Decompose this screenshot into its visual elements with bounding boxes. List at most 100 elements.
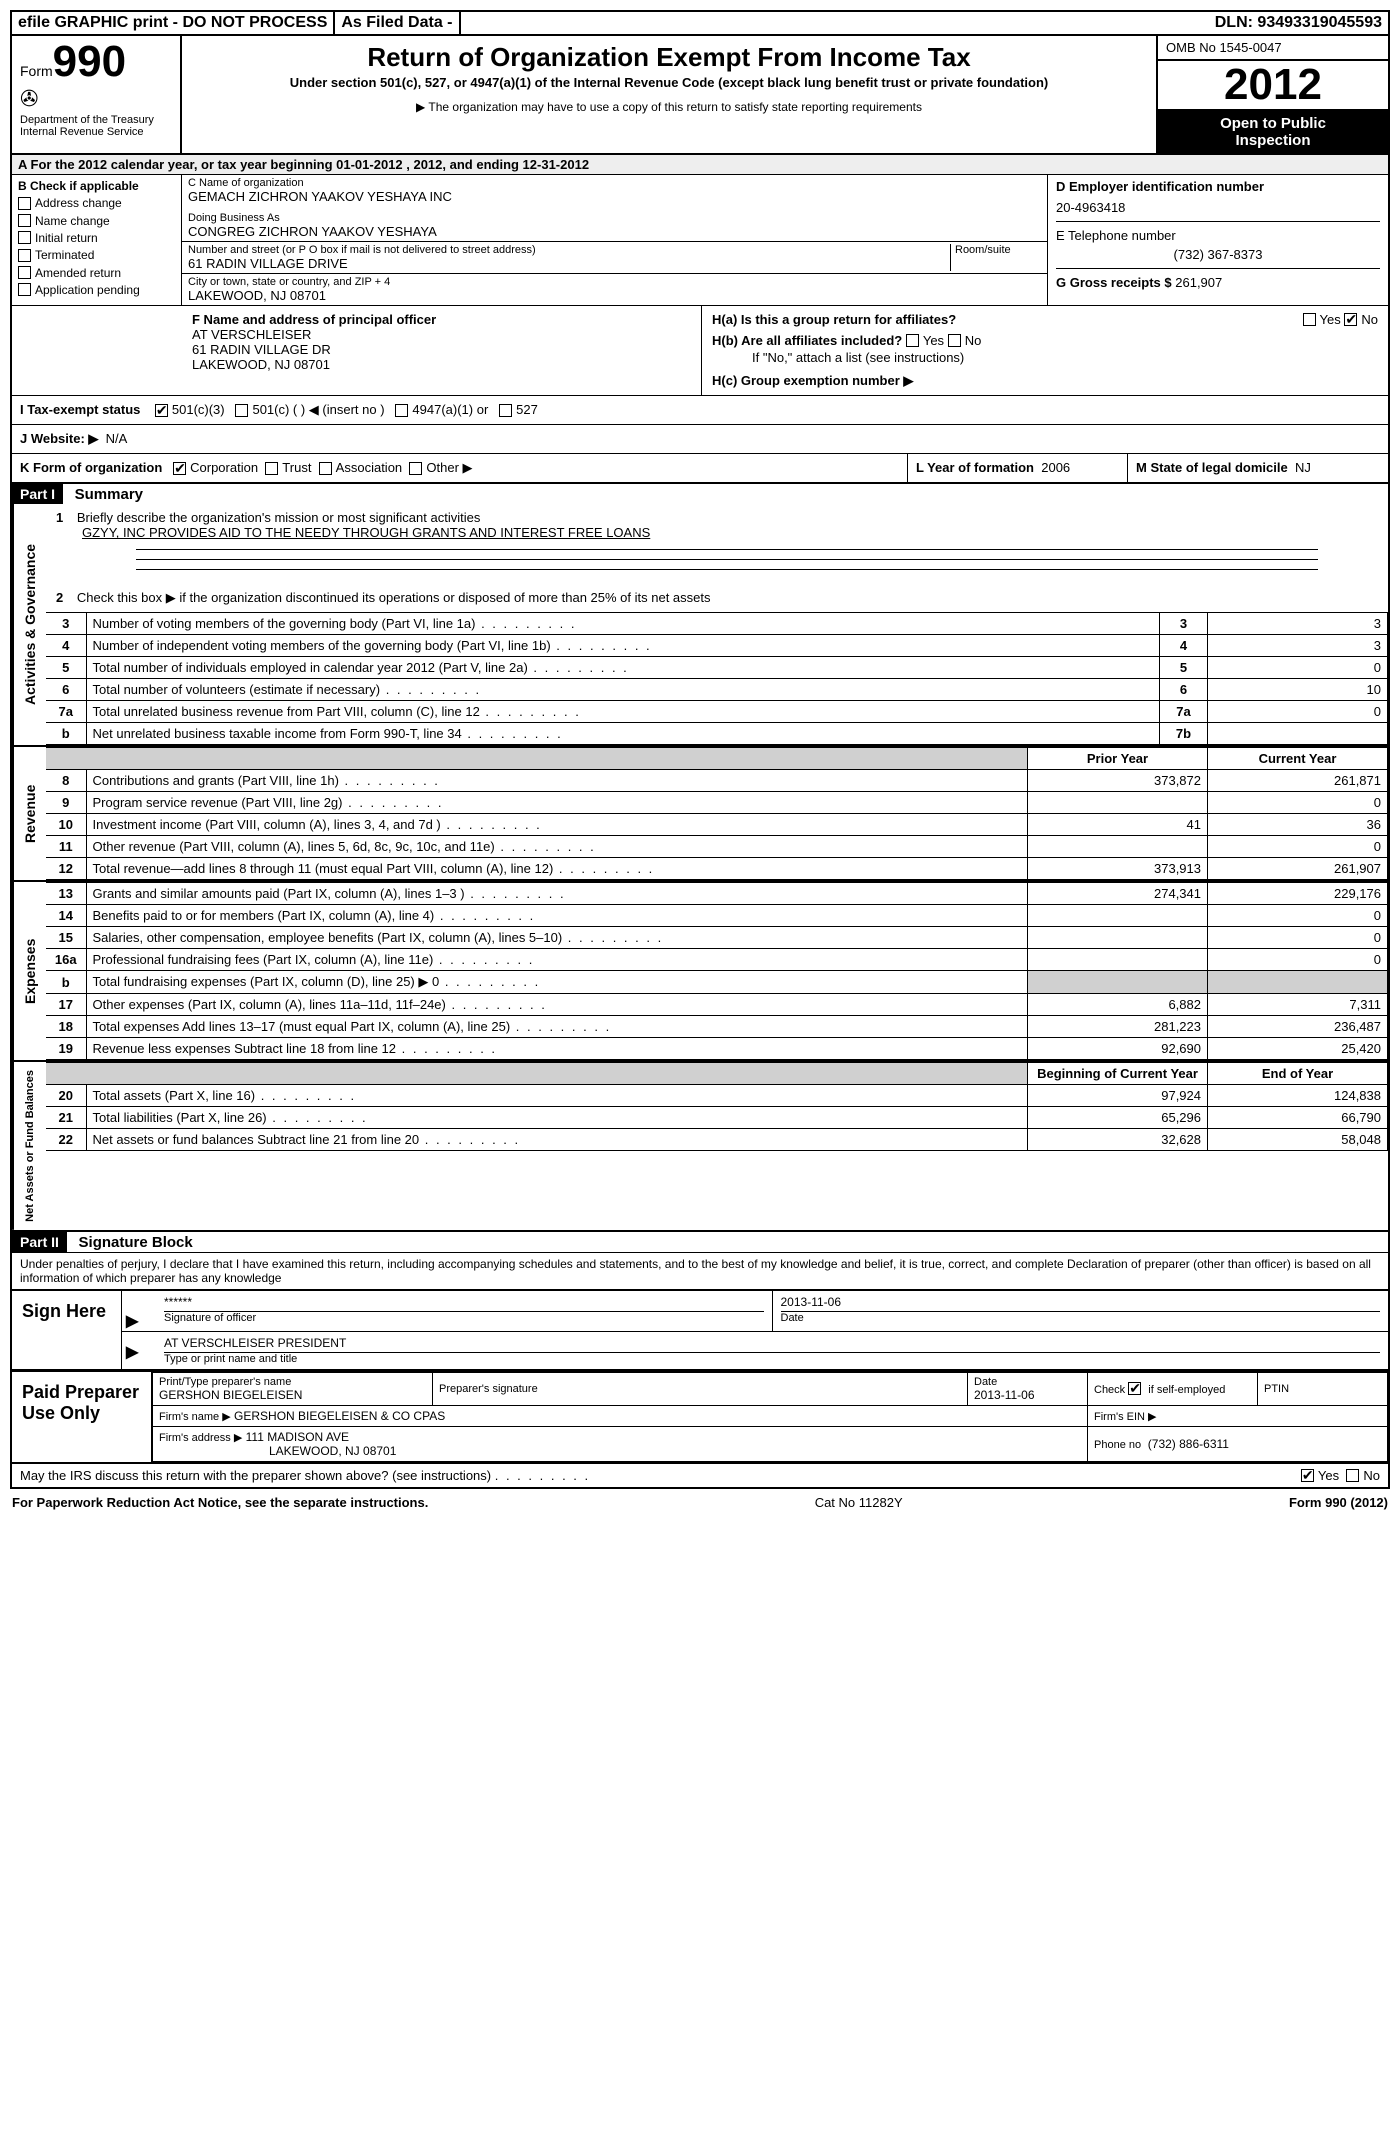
revenue-section: Revenue Prior Year Current Year 8 Contri… <box>10 747 1390 882</box>
org-name: GEMACH ZICHRON YAAKOV YESHAYA INC <box>188 189 1041 204</box>
checkbox-discuss-yes[interactable] <box>1301 1469 1314 1482</box>
org-street: 61 RADIN VILLAGE DRIVE <box>188 256 946 271</box>
checkbox-assoc[interactable] <box>319 462 332 475</box>
perjury-text: Under penalties of perjury, I declare th… <box>10 1252 1390 1291</box>
box-b: B Check if applicable Address change Nam… <box>12 175 182 305</box>
org-info-row: B Check if applicable Address change Nam… <box>10 175 1390 306</box>
checkbox-hb-no[interactable] <box>948 334 961 347</box>
officer-h-row: F Name and address of principal officer … <box>10 306 1390 396</box>
checkbox-ha-no[interactable] <box>1344 313 1357 326</box>
table-row: 16a Professional fundraising fees (Part … <box>46 949 1388 971</box>
box-h: H(a) Is this a group return for affiliat… <box>702 306 1388 395</box>
table-row: 21 Total liabilities (Part X, line 26) 6… <box>46 1107 1388 1129</box>
footer-mid: Cat No 11282Y <box>815 1495 903 1510</box>
vtab-gov: Activities & Governance <box>12 504 46 745</box>
part2-header-row: Part II Signature Block <box>10 1232 1390 1252</box>
revenue-rows: 8 Contributions and grants (Part VIII, l… <box>46 770 1388 880</box>
omb-number: OMB No 1545-0047 <box>1158 36 1388 61</box>
gov-rows: 3 Number of voting members of the govern… <box>46 613 1388 745</box>
table-row: 12 Total revenue—add lines 8 through 11 … <box>46 858 1388 880</box>
part1-header-row: Part I Summary <box>10 484 1390 504</box>
checkbox-501c3[interactable] <box>155 404 168 417</box>
header-title-block: Return of Organization Exempt From Incom… <box>182 36 1158 153</box>
line-i: I Tax-exempt status 501(c)(3) 501(c) ( )… <box>10 396 1390 425</box>
vtab-revenue: Revenue <box>12 747 46 880</box>
checkbox-other[interactable] <box>409 462 422 475</box>
checkbox-527[interactable] <box>499 404 512 417</box>
form-subtitle: Under section 501(c), 527, or 4947(a)(1)… <box>192 75 1146 90</box>
table-row: 20 Total assets (Part X, line 16) 97,924… <box>46 1085 1388 1107</box>
checkbox-app-pending[interactable] <box>18 283 31 296</box>
form-header: Form990 ✇ Department of the Treasury Int… <box>10 36 1390 155</box>
table-row: 3 Number of voting members of the govern… <box>46 613 1388 635</box>
box-d-e-g: D Employer identification number 20-4963… <box>1048 175 1388 305</box>
officer-name: AT VERSCHLEISER PRESIDENT <box>164 1336 1380 1350</box>
revenue-table: Prior Year Current Year 8 Contributions … <box>46 747 1388 880</box>
table-row: 22 Net assets or fund balances Subtract … <box>46 1129 1388 1151</box>
checkbox-discuss-no[interactable] <box>1346 1469 1359 1482</box>
line-j: J Website: ▶ N/A <box>10 425 1390 454</box>
checkbox-trust[interactable] <box>265 462 278 475</box>
officer-sig: ****** <box>164 1295 764 1309</box>
firm-addr1: 111 MADISON AVE <box>246 1430 349 1444</box>
efile-label: efile GRAPHIC print - DO NOT PROCESS <box>12 12 335 34</box>
paid-preparer-block: Paid Preparer Use Only Print/Type prepar… <box>10 1372 1390 1464</box>
box-c: C Name of organization GEMACH ZICHRON YA… <box>182 175 1048 305</box>
checkbox-ha-yes[interactable] <box>1303 313 1316 326</box>
checkbox-501c[interactable] <box>235 404 248 417</box>
table-row: 17 Other expenses (Part IX, column (A), … <box>46 994 1388 1016</box>
checkbox-list: Address change Name change Initial retur… <box>18 196 175 297</box>
netassets-rows: 20 Total assets (Part X, line 16) 97,924… <box>46 1085 1388 1151</box>
section-a-tax-year: A For the 2012 calendar year, or tax yea… <box>10 155 1390 175</box>
vtab-expenses: Expenses <box>12 882 46 1060</box>
expenses-section: Expenses 13 Grants and similar amounts p… <box>10 882 1390 1062</box>
part1-title: Summary <box>67 484 151 505</box>
arrow-icon: ▶ <box>122 1332 152 1369</box>
prep-date: 2013-11-06 <box>974 1388 1081 1402</box>
table-row: b Total fundraising expenses (Part IX, c… <box>46 971 1388 994</box>
box-f: F Name and address of principal officer … <box>12 306 702 395</box>
checkbox-corp[interactable] <box>173 462 186 475</box>
form-title: Return of Organization Exempt From Incom… <box>192 42 1146 73</box>
revenue-header: Prior Year Current Year <box>46 748 1388 770</box>
telephone: (732) 367-8373 <box>1056 247 1380 262</box>
table-row: 14 Benefits paid to or for members (Part… <box>46 905 1388 927</box>
open-public-badge: Open to Public Inspection <box>1158 111 1388 153</box>
table-row: b Net unrelated business taxable income … <box>46 723 1388 745</box>
tax-year: 2012 <box>1158 61 1388 111</box>
checkbox-initial-return[interactable] <box>18 231 31 244</box>
efile-topbar: efile GRAPHIC print - DO NOT PROCESS As … <box>10 10 1390 36</box>
dln: DLN: 93493319045593 <box>1209 12 1388 34</box>
discuss-row: May the IRS discuss this return with the… <box>10 1464 1390 1489</box>
netassets-section: Net Assets or Fund Balances Beginning of… <box>10 1062 1390 1232</box>
table-row: 5 Total number of individuals employed i… <box>46 657 1388 679</box>
arrow-icon: ▶ <box>122 1291 152 1331</box>
checkbox-address-change[interactable] <box>18 197 31 210</box>
mission-text: GZYY, INC PROVIDES AID TO THE NEEDY THRO… <box>82 525 650 540</box>
firm-phone: (732) 886-6311 <box>1148 1437 1229 1451</box>
website: N/A <box>106 431 128 447</box>
state-domicile: NJ <box>1295 460 1311 475</box>
table-row: 11 Other revenue (Part VIII, column (A),… <box>46 836 1388 858</box>
gov-section: Activities & Governance 1 Briefly descri… <box>10 504 1390 747</box>
checkbox-4947[interactable] <box>395 404 408 417</box>
line-klm: K Form of organization Corporation Trust… <box>10 454 1390 484</box>
sign-here-block: Sign Here ▶ ****** Signature of officer … <box>10 1291 1390 1372</box>
netassets-header: Beginning of Current Year End of Year <box>46 1063 1388 1085</box>
firm-addr2: LAKEWOOD, NJ 08701 <box>269 1444 396 1458</box>
expenses-rows: 13 Grants and similar amounts paid (Part… <box>46 883 1388 1060</box>
table-row: 15 Salaries, other compensation, employe… <box>46 927 1388 949</box>
copy-note: ▶ The organization may have to use a cop… <box>192 100 1146 114</box>
checkbox-name-change[interactable] <box>18 214 31 227</box>
table-row: 9 Program service revenue (Part VIII, li… <box>46 792 1388 814</box>
checkbox-amended[interactable] <box>18 266 31 279</box>
header-right-box: OMB No 1545-0047 2012 Open to Public Ins… <box>1158 36 1388 153</box>
part2-label: Part II <box>12 1232 67 1252</box>
checkbox-self-employed[interactable] <box>1128 1382 1141 1395</box>
form-id-box: Form990 ✇ Department of the Treasury Int… <box>12 36 182 153</box>
table-row: 10 Investment income (Part VIII, column … <box>46 814 1388 836</box>
checkbox-hb-yes[interactable] <box>906 334 919 347</box>
preparer-name: GERSHON BIEGELEISEN <box>159 1388 426 1402</box>
part2-title: Signature Block <box>71 1232 201 1253</box>
checkbox-terminated[interactable] <box>18 249 31 262</box>
